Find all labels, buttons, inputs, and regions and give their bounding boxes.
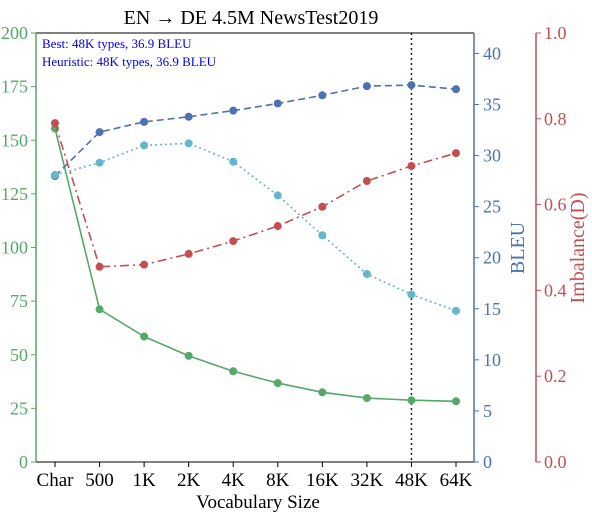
left-axis-tick-label: 175 (1, 77, 28, 97)
series-line (54, 128, 457, 403)
data-point (407, 161, 416, 170)
annotation-heuristic: Heuristic: 48K types, 36.9 BLEU (42, 54, 217, 69)
bleu-axis-tick-label: 10 (483, 350, 501, 370)
bleu-axis-tick-label: 35 (483, 95, 501, 115)
data-point (362, 82, 371, 91)
data-point (229, 237, 238, 246)
x-tick-label: 16K (306, 470, 339, 491)
imbalance-axis-tick-label: 0.0 (544, 452, 567, 472)
data-point (407, 81, 416, 90)
data-point (140, 260, 149, 269)
data-point (452, 149, 460, 158)
imbalance-axis-tick-label: 0.2 (544, 366, 567, 386)
imbalance-axis-tick-label: 0.6 (544, 195, 567, 215)
data-point (95, 158, 104, 167)
data-point (184, 112, 193, 121)
chart-title: EN → DE 4.5M NewsTest2019 (124, 7, 379, 29)
x-tick-label: 2K (177, 470, 201, 491)
left-axis-tick-label: 100 (1, 238, 28, 258)
x-tick-label: 32K (351, 470, 384, 491)
data-point (229, 106, 238, 115)
data-point (95, 128, 104, 137)
data-point (229, 367, 238, 376)
series-3 (51, 139, 460, 315)
imbalance-axis-label: Imbalance(D) (567, 192, 589, 303)
data-point (452, 85, 460, 94)
data-point (273, 99, 282, 108)
data-point (140, 117, 149, 126)
series-0 (51, 124, 460, 406)
x-tick-label: Char (37, 470, 75, 491)
bleu-axis-tick-label: 0 (483, 452, 492, 472)
data-point (140, 332, 149, 341)
bleu-axis-tick-label: 40 (483, 43, 501, 63)
data-point (362, 270, 371, 279)
data-point (273, 191, 282, 200)
series-line (54, 84, 457, 177)
x-tick-label: 500 (85, 470, 114, 491)
data-point (95, 305, 104, 314)
axes-layer: Char 500 1K 2K 4K 8K 16K 32K 48K 64K0255075100125… (1, 23, 567, 491)
imbalance-axis-tick-label: 1.0 (544, 23, 567, 43)
left-axis-tick-label: 200 (1, 23, 28, 43)
series-line (54, 122, 457, 268)
bleu-axis-tick-label: 20 (483, 248, 501, 268)
x-tick-label: 64K (440, 470, 473, 491)
data-point (184, 249, 193, 258)
data-point (452, 306, 460, 315)
data-point (452, 397, 460, 406)
text-layer: EN → DE 4.5M NewsTest2019 Best: 48K type… (42, 7, 589, 513)
left-axis-tick-label: 0 (19, 452, 28, 472)
bleu-axis-tick-label: 30 (483, 146, 501, 166)
data-point (318, 202, 327, 211)
series-2 (51, 119, 460, 271)
bleu-axis-tick-label: 15 (483, 299, 501, 319)
data-point (140, 141, 149, 150)
left-axis-tick-label: 50 (10, 345, 28, 365)
data-point (184, 351, 193, 360)
series-line (54, 142, 457, 312)
left-axis-tick-label: 75 (10, 291, 28, 311)
bleu-axis-tick-label: 5 (483, 401, 492, 421)
data-point (184, 139, 193, 148)
imbalance-axis-tick-label: 0.4 (544, 280, 567, 300)
data-point (318, 231, 327, 240)
bleu-axis-tick-label: 25 (483, 197, 501, 217)
data-point (407, 396, 416, 405)
x-tick-label: 4K (222, 470, 246, 491)
left-axis-tick-label: 125 (1, 184, 28, 204)
x-tick-label: 48K (395, 470, 428, 491)
imbalance-axis-tick-label: 0.8 (544, 109, 567, 129)
x-tick-label: 8K (266, 470, 290, 491)
x-axis-label: Vocabulary Size (196, 492, 320, 513)
left-axis-tick-label: 150 (1, 130, 28, 150)
data-point (95, 262, 104, 271)
data-point (362, 394, 371, 403)
data-point (273, 222, 282, 231)
left-axis-tick-label: 25 (10, 398, 28, 418)
data-point (51, 119, 59, 128)
data-point (51, 170, 59, 179)
data-point (273, 379, 282, 388)
bleu-axis-label: BLEU (507, 221, 529, 274)
series-layer (51, 81, 460, 406)
data-point (318, 388, 327, 397)
data-point (362, 177, 371, 186)
annotation-best: Best: 48K types, 36.9 BLEU (42, 36, 192, 51)
data-point (407, 290, 416, 299)
x-tick-label: 1K (132, 470, 156, 491)
data-point (229, 157, 238, 166)
data-point (318, 91, 327, 100)
